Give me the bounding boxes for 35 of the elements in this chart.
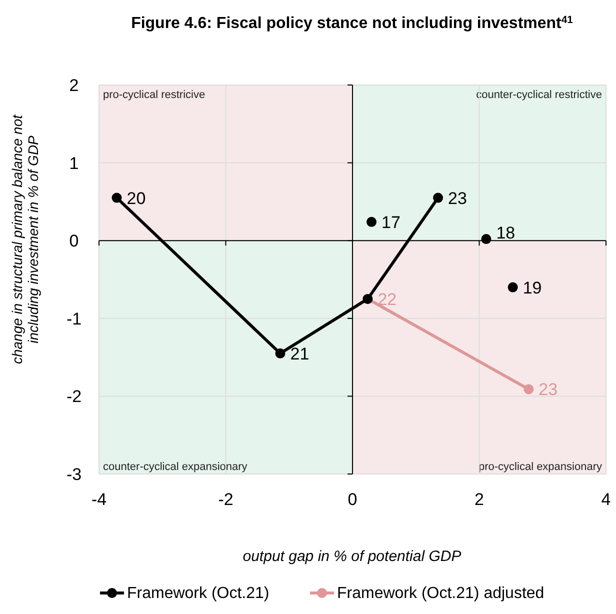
x-tick-label: 4: [601, 490, 611, 509]
legend-label: Framework (Oct.21) adjusted: [337, 585, 544, 602]
y-tick-label: 2: [69, 76, 79, 95]
annotation: 22: [378, 290, 397, 309]
annotation: 17: [382, 212, 400, 232]
chart-title: Figure 4.6: Fiscal policy stance not including investment$^{41}$: [131, 14, 574, 32]
y-tick-label: -3: [66, 465, 82, 484]
point: [112, 192, 122, 203]
x-tick-label: 0: [348, 490, 358, 509]
band-label: pro-cyclical restricive: [103, 89, 206, 101]
y-tick-label: 0: [69, 232, 79, 251]
annotation: 18: [496, 224, 516, 243]
point: [481, 234, 492, 244]
y-tick-label: -1: [66, 309, 82, 328]
annotation: 19: [522, 278, 542, 298]
annotation: 23: [538, 380, 558, 400]
x-tick-label: 2: [474, 490, 484, 509]
band-label: pro-cyclical expansionary: [478, 461, 602, 473]
point: [524, 384, 534, 394]
x-tick-label: -2: [218, 490, 234, 509]
x-tick-label: -4: [91, 490, 107, 509]
y-tick-label: -2: [66, 387, 82, 406]
point: [508, 282, 518, 292]
point: [366, 216, 377, 227]
x-axis-title: output gap in % of potential GDP: [242, 548, 462, 565]
point: [275, 348, 286, 358]
y-tick-label: 1: [69, 154, 79, 173]
annotation: 23: [448, 188, 467, 208]
band-label: counter-cyclical restrictive: [476, 89, 602, 101]
y-axis-title: change in structural primary balance not including investment in % of GDP: [9, 114, 41, 364]
annotation: 21: [290, 344, 310, 364]
legend-label: Framework (Oct.21): [127, 585, 270, 602]
annotation: 20: [126, 188, 146, 208]
point: [433, 192, 444, 203]
band-label: counter-cyclical expansionary: [103, 461, 248, 473]
